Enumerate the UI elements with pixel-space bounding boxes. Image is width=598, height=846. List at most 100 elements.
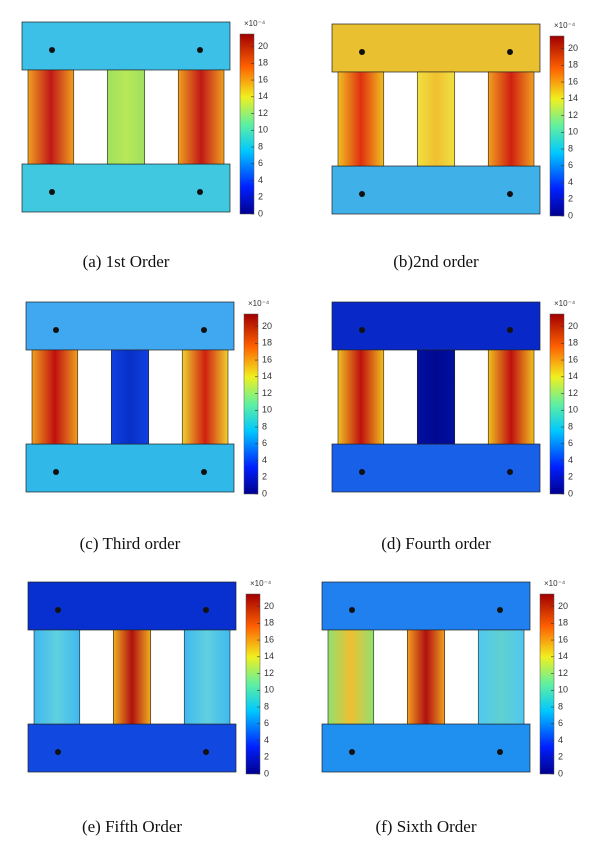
colorbar-tick-label: 14: [568, 371, 578, 381]
limb: [487, 349, 535, 445]
limb: [416, 71, 456, 167]
colorbar-tick-label: 0: [568, 210, 573, 220]
colorbar-tick-label: 16: [258, 74, 268, 84]
colorbar-tick-label: 14: [264, 651, 274, 661]
bolt: [359, 49, 365, 55]
top-yoke: [27, 581, 237, 631]
bolt: [197, 47, 203, 53]
colorbar-tick-label: 0: [264, 768, 269, 778]
panel: ×10⁻⁴ 0 2 4 6 8 10 12 14 16 18 20: [321, 579, 568, 778]
caption: (a) 1st Order: [83, 252, 170, 271]
colorbar-tick-label: 18: [264, 618, 274, 628]
colorbar-tick-label: 6: [258, 158, 263, 168]
limb: [31, 349, 79, 445]
bolt: [497, 749, 503, 755]
limb: [327, 629, 375, 725]
bolt: [359, 469, 365, 475]
panel: ×10⁻⁴ 0 2 4 6 8 10 12 14 16 18 20: [25, 299, 272, 498]
bolt: [203, 749, 209, 755]
colorbar-tick-label: 20: [264, 601, 274, 611]
bottom-yoke: [21, 163, 231, 213]
top-yoke: [321, 581, 531, 631]
limb: [406, 629, 446, 725]
colorbar: [245, 593, 261, 775]
colorbar-tick-label: 16: [568, 354, 578, 364]
colorbar: [549, 313, 565, 495]
colorbar-tick-label: 0: [568, 488, 573, 498]
bolt: [507, 469, 513, 475]
colorbar-tick-label: 8: [262, 421, 267, 431]
colorbar-tick-label: 6: [568, 160, 573, 170]
bottom-yoke: [25, 443, 235, 493]
bolt: [497, 607, 503, 613]
colorbar-exponent: ×10⁻⁴: [544, 579, 566, 588]
colorbar-tick-label: 4: [558, 735, 563, 745]
caption: (f) Sixth Order: [375, 817, 476, 836]
colorbar-tick-label: 10: [264, 685, 274, 695]
colorbar-tick-label: 2: [558, 752, 563, 762]
bolt: [507, 49, 513, 55]
colorbar-tick-label: 14: [258, 91, 268, 101]
limb: [181, 349, 229, 445]
colorbar-tick-label: 4: [568, 455, 573, 465]
panel: ×10⁻⁴ 0 2 4 6 8 10 12 14 16 18 20: [21, 19, 268, 218]
colorbar-tick-label: 12: [262, 388, 272, 398]
colorbar-tick-label: 4: [264, 735, 269, 745]
bottom-yoke: [321, 723, 531, 773]
colorbar-tick-label: 20: [558, 601, 568, 611]
colorbar-tick-label: 10: [262, 405, 272, 415]
colorbar-tick-label: 18: [568, 338, 578, 348]
colorbar-tick-label: 16: [262, 354, 272, 364]
colorbar-exponent: ×10⁻⁴: [554, 21, 576, 30]
colorbar: [239, 33, 255, 215]
bolt: [507, 191, 513, 197]
colorbar-tick-label: 0: [558, 768, 563, 778]
bolt: [49, 47, 55, 53]
colorbar-tick-label: 10: [568, 127, 578, 137]
colorbar-tick-label: 8: [568, 143, 573, 153]
colorbar-tick-label: 10: [258, 125, 268, 135]
colorbar-tick-label: 2: [262, 472, 267, 482]
colorbar-tick-label: 6: [264, 718, 269, 728]
colorbar-tick-label: 10: [558, 685, 568, 695]
colorbar-tick-label: 8: [558, 701, 563, 711]
colorbar-tick-label: 14: [262, 371, 272, 381]
caption: (c) Third order: [80, 534, 181, 553]
bolt: [197, 189, 203, 195]
top-yoke: [21, 21, 231, 71]
colorbar-tick-label: 18: [568, 60, 578, 70]
colorbar-tick-label: 2: [568, 472, 573, 482]
bottom-yoke: [331, 443, 541, 493]
colorbar-tick-label: 12: [264, 668, 274, 678]
limb: [337, 349, 385, 445]
limb: [177, 69, 225, 165]
caption: (b)2nd order: [393, 252, 479, 271]
bolt: [507, 327, 513, 333]
colorbar-exponent: ×10⁻⁴: [250, 579, 272, 588]
colorbar-tick-label: 8: [568, 421, 573, 431]
colorbar-tick-label: 18: [258, 58, 268, 68]
limb: [110, 349, 150, 445]
colorbar-tick-label: 2: [258, 192, 263, 202]
limb: [477, 629, 525, 725]
bolt: [55, 607, 61, 613]
colorbar-tick-label: 0: [262, 488, 267, 498]
colorbar-tick-label: 4: [258, 175, 263, 185]
bolt: [53, 469, 59, 475]
colorbar-tick-label: 14: [558, 651, 568, 661]
colorbar-tick-label: 20: [568, 43, 578, 53]
top-yoke: [25, 301, 235, 351]
colorbar-tick-label: 4: [568, 177, 573, 187]
bolt: [201, 327, 207, 333]
top-yoke: [331, 23, 541, 73]
colorbar: [539, 593, 555, 775]
bolt: [49, 189, 55, 195]
colorbar-tick-label: 6: [558, 718, 563, 728]
colorbar-tick-label: 20: [262, 321, 272, 331]
colorbar-tick-label: 8: [258, 141, 263, 151]
colorbar: [243, 313, 259, 495]
colorbar-tick-label: 16: [264, 634, 274, 644]
bolt: [359, 191, 365, 197]
colorbar-tick-label: 20: [258, 41, 268, 51]
